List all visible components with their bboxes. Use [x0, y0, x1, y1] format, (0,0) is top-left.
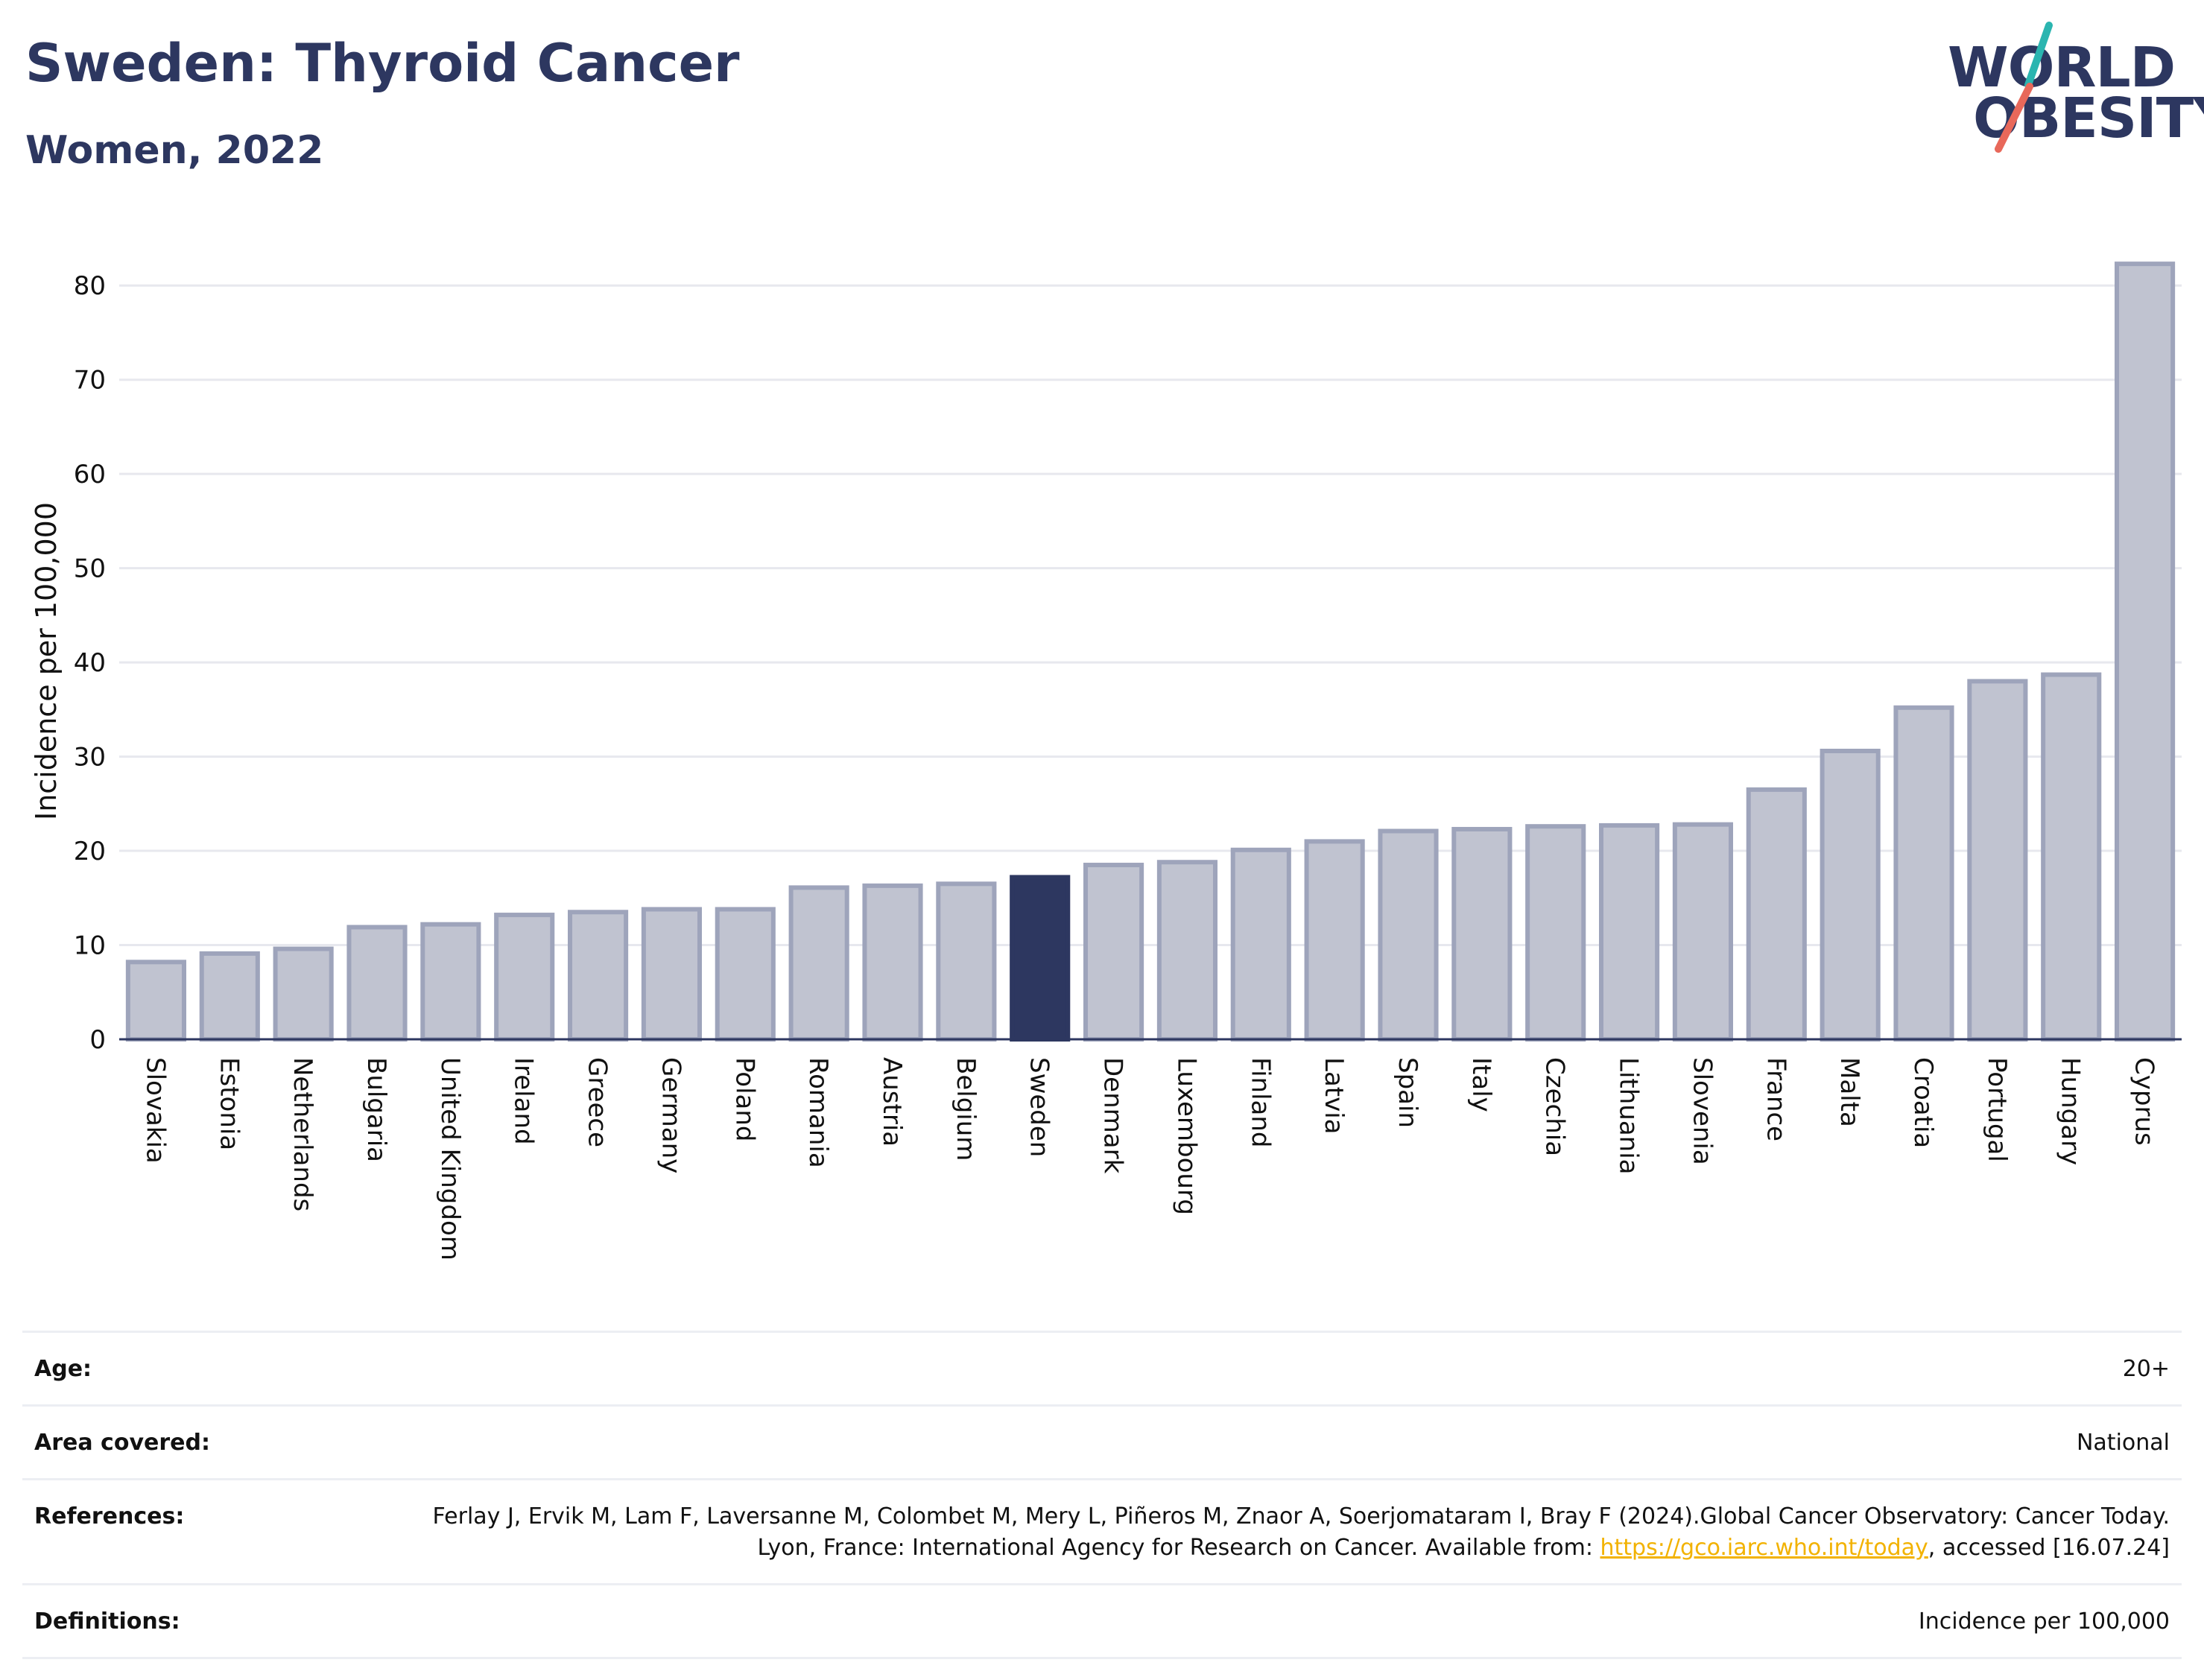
bar-denmark	[1083, 863, 1144, 1042]
info-row-references: References: Ferlay J, Ervik M, Lam F, La…	[22, 1480, 2182, 1585]
x-tick-label-united-kingdom: United Kingdom	[435, 1057, 465, 1261]
bar-croatia	[1893, 705, 1954, 1042]
y-tick-label-60: 60	[74, 460, 106, 489]
x-tick-label-croatia: Croatia	[1908, 1057, 1938, 1148]
bar-lithuania	[1599, 822, 1660, 1042]
bar-ireland	[494, 913, 555, 1042]
bar-spain	[1378, 828, 1439, 1042]
page-title: Sweden: Thyroid Cancer	[25, 33, 740, 94]
bar-malta	[1820, 749, 1881, 1042]
x-tick-label-finland: Finland	[1245, 1057, 1275, 1148]
x-tick-label-ireland: Ireland	[509, 1057, 539, 1145]
x-tick-label-belgium: Belgium	[951, 1057, 981, 1161]
x-tick-label-lithuania: Lithuania	[1614, 1057, 1644, 1174]
x-tick-label-cyprus: Cyprus	[2129, 1057, 2159, 1146]
age-label: Age:	[34, 1356, 92, 1382]
y-tick-label-40: 40	[74, 648, 106, 678]
chart-bars	[125, 261, 2176, 1042]
bar-czechia	[1525, 824, 1586, 1042]
y-tick-label-0: 0	[89, 1025, 106, 1055]
info-row-area: Area covered: National	[22, 1407, 2182, 1480]
bar-portugal	[1967, 679, 2028, 1042]
x-tick-label-slovenia: Slovenia	[1687, 1057, 1717, 1165]
x-tick-label-luxembourg: Luxembourg	[1171, 1057, 1201, 1215]
info-row-definitions: Definitions: Incidence per 100,000	[22, 1585, 2182, 1659]
x-tick-label-latvia: Latvia	[1319, 1057, 1349, 1135]
logo-slash-icon	[1995, 22, 2053, 153]
bar-belgium	[936, 881, 997, 1042]
bar-greece	[568, 910, 629, 1042]
x-tick-label-greece: Greece	[583, 1057, 612, 1147]
page-subtitle: Women, 2022	[25, 128, 324, 173]
area-label: Area covered:	[34, 1430, 210, 1456]
x-tick-label-malta: Malta	[1834, 1057, 1864, 1127]
bar-poland	[715, 907, 776, 1042]
x-tick-label-austria: Austria	[877, 1057, 907, 1147]
area-value: National	[2076, 1430, 2170, 1456]
references-label: References:	[34, 1503, 185, 1530]
references-text-1: Ferlay J, Ervik M, Lam F, Laversanne M, …	[432, 1503, 2170, 1561]
bar-austria	[862, 883, 923, 1042]
chart-gridlines	[119, 284, 2182, 947]
references-text-2: , accessed [16.07.24]	[1928, 1535, 2170, 1561]
info-table: Age: 20+ Area covered: National Referenc…	[22, 1331, 2182, 1659]
bar-slovakia	[125, 960, 186, 1042]
x-tick-label-germany: Germany	[656, 1057, 685, 1173]
bar-france	[1746, 787, 1807, 1042]
y-axis-title: Incidence per 100,000	[30, 502, 63, 820]
bar-cyprus	[2115, 261, 2176, 1042]
definitions-value: Incidence per 100,000	[1918, 1608, 2170, 1635]
y-tick-label-30: 30	[74, 743, 106, 773]
chart-axes: 0 10 20 30 40 50 60 70 80 Slovakia Estonia Netherla…	[74, 271, 2182, 1261]
bar-finland	[1230, 847, 1291, 1042]
references-value: Ferlay J, Ervik M, Lam F, Laversanne M, …	[411, 1501, 2170, 1564]
x-tick-label-netherlands: Netherlands	[288, 1057, 317, 1211]
y-tick-label-70: 70	[74, 366, 106, 396]
x-tick-label-portugal: Portugal	[1982, 1057, 2012, 1162]
x-tick-label-romania: Romania	[803, 1057, 833, 1168]
bar-bulgaria	[346, 925, 408, 1042]
y-tick-label-80: 80	[74, 271, 106, 301]
x-tick-label-estonia: Estonia	[214, 1057, 244, 1150]
bar-luxembourg	[1156, 860, 1217, 1042]
bar-united-kingdom	[420, 922, 481, 1042]
references-link[interactable]: https://gco.iarc.who.int/today	[1600, 1535, 1928, 1561]
bar-latvia	[1304, 839, 1365, 1042]
x-tick-label-france: France	[1761, 1057, 1790, 1141]
y-tick-label-50: 50	[74, 554, 106, 584]
y-tick-label-10: 10	[74, 931, 106, 961]
age-value: 20+	[2122, 1356, 2170, 1382]
x-tick-label-czechia: Czechia	[1540, 1057, 1570, 1156]
bar-italy	[1451, 826, 1513, 1042]
x-tick-label-spain: Spain	[1393, 1057, 1422, 1128]
x-tick-label-denmark: Denmark	[1098, 1057, 1128, 1174]
bar-romania	[788, 885, 849, 1042]
world-obesity-logo: WORLD OBESITY	[1937, 18, 2204, 159]
bar-sweden	[1010, 875, 1071, 1042]
logo-line-1: WORLD	[1948, 36, 2176, 100]
bar-chart: 0 10 20 30 40 50 60 70 80 Slovakia Estonia Netherla…	[30, 261, 2182, 1261]
bar-slovenia	[1672, 822, 1733, 1042]
x-tick-label-slovakia: Slovakia	[140, 1057, 170, 1164]
definitions-label: Definitions:	[34, 1608, 180, 1635]
x-tick-label-sweden: Sweden	[1025, 1057, 1054, 1157]
bar-netherlands	[273, 946, 334, 1042]
bar-germany	[641, 907, 702, 1042]
x-tick-label-bulgaria: Bulgaria	[361, 1057, 391, 1162]
x-tick-label-poland: Poland	[729, 1057, 759, 1142]
x-tick-label-hungary: Hungary	[2056, 1057, 2086, 1165]
info-row-age: Age: 20+	[22, 1333, 2182, 1407]
bar-estonia	[199, 951, 260, 1042]
y-tick-label-20: 20	[74, 837, 106, 866]
x-tick-label-italy: Italy	[1466, 1057, 1496, 1112]
bar-hungary	[2041, 672, 2102, 1042]
